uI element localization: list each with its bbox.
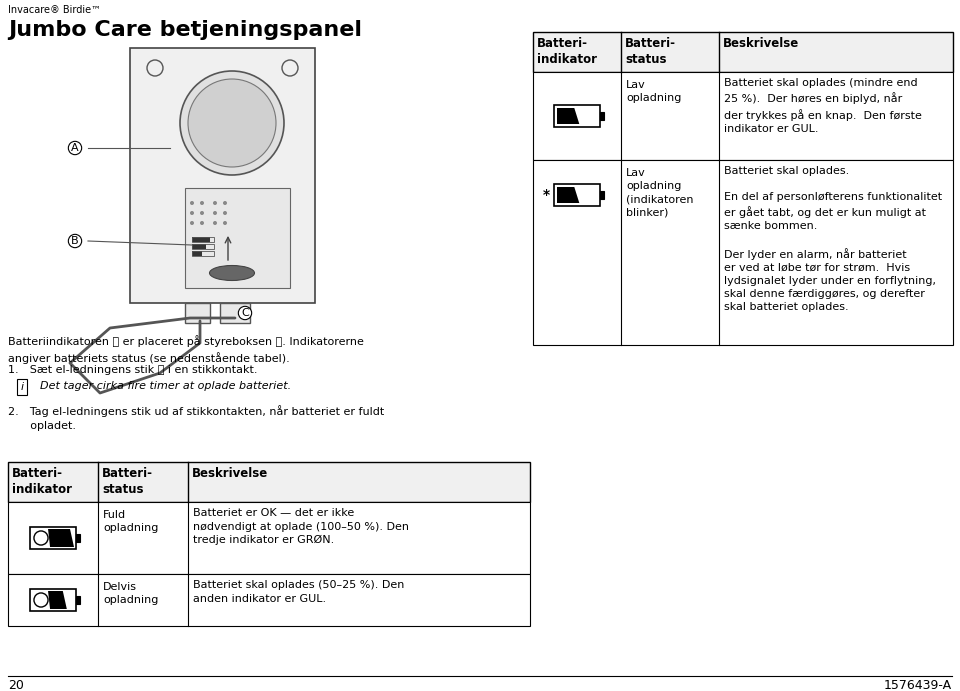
- Circle shape: [188, 79, 276, 167]
- Bar: [8, 462, 530, 502]
- Text: Fuld
opladning: Fuld opladning: [103, 510, 158, 533]
- Bar: [192, 237, 214, 242]
- Circle shape: [147, 60, 163, 76]
- Text: *: *: [542, 188, 549, 202]
- Text: Invacare® Birdie™: Invacare® Birdie™: [8, 5, 101, 15]
- Bar: [192, 244, 214, 249]
- Text: Delvis
opladning: Delvis opladning: [103, 582, 158, 605]
- Bar: [600, 112, 604, 120]
- Circle shape: [223, 201, 227, 205]
- Text: Lav
opladning
(indikatoren
blinker): Lav opladning (indikatoren blinker): [626, 168, 693, 218]
- Circle shape: [34, 531, 48, 545]
- Text: Jumbo Care betjeningspanel: Jumbo Care betjeningspanel: [8, 20, 362, 40]
- Text: Lav
opladning: Lav opladning: [626, 80, 682, 103]
- Text: Batteriet skal oplades (50–25 %). Den
anden indikator er GUL.: Batteriet skal oplades (50–25 %). Den an…: [193, 580, 404, 604]
- Text: Batteriet er OK — det er ikke
nødvendigt at oplade (100–50 %). Den
tredje indika: Batteriet er OK — det er ikke nødvendigt…: [193, 508, 409, 545]
- Bar: [185, 303, 210, 323]
- Circle shape: [282, 60, 298, 76]
- Bar: [192, 237, 210, 242]
- Text: Batteriet skal oplades (mindre end
25 %).  Der høres en biplyd, når
der trykkes : Batteriet skal oplades (mindre end 25 %)…: [724, 78, 922, 134]
- Bar: [533, 32, 953, 72]
- Circle shape: [34, 593, 48, 607]
- Bar: [192, 251, 202, 256]
- Text: Beskrivelse: Beskrivelse: [192, 467, 268, 480]
- Bar: [220, 303, 250, 323]
- Text: 1. Sæt el-ledningens stik Ⓒ i en stikkontakt.: 1. Sæt el-ledningens stik Ⓒ i en stikkon…: [8, 365, 257, 375]
- Text: Batteri-
indikator: Batteri- indikator: [537, 37, 597, 66]
- Text: 1576439-A: 1576439-A: [884, 679, 952, 691]
- Circle shape: [223, 211, 227, 215]
- Bar: [533, 72, 953, 160]
- Bar: [185, 188, 290, 288]
- Text: Beskrivelse: Beskrivelse: [723, 37, 800, 50]
- Circle shape: [200, 221, 204, 225]
- Bar: [8, 502, 530, 574]
- Polygon shape: [48, 591, 67, 609]
- Text: i: i: [20, 382, 24, 392]
- Bar: [30, 527, 76, 549]
- Bar: [8, 574, 530, 626]
- Ellipse shape: [209, 265, 254, 281]
- Bar: [130, 48, 315, 303]
- Text: Batteriet skal oplades.

En del af personløfterens funktionalitet
er gået tabt, : Batteriet skal oplades. En del af person…: [724, 166, 942, 312]
- Bar: [533, 160, 953, 345]
- Bar: [76, 533, 80, 542]
- Circle shape: [223, 221, 227, 225]
- Text: C: C: [241, 308, 249, 318]
- Bar: [192, 251, 214, 256]
- Bar: [600, 191, 604, 200]
- Circle shape: [213, 211, 217, 215]
- Bar: [192, 244, 206, 249]
- Circle shape: [190, 211, 194, 215]
- Text: B: B: [71, 236, 79, 246]
- Polygon shape: [557, 187, 579, 203]
- Circle shape: [200, 211, 204, 215]
- Polygon shape: [48, 529, 74, 547]
- Bar: [30, 589, 76, 611]
- Text: Batteriindikatoren Ⓑ er placeret på styreboksen Ⓐ. Indikatorerne
angiver batteri: Batteriindikatoren Ⓑ er placeret på styr…: [8, 335, 364, 363]
- Circle shape: [213, 201, 217, 205]
- Text: 20: 20: [8, 679, 24, 691]
- Text: Det tager cirka fire timer at oplade batteriet.: Det tager cirka fire timer at oplade bat…: [40, 381, 291, 391]
- Circle shape: [180, 71, 284, 175]
- Text: A: A: [71, 143, 79, 153]
- Bar: [554, 105, 600, 127]
- Text: 2. Tag el-ledningens stik ud af stikkontakten, når batteriet er fuldt
  opladet.: 2. Tag el-ledningens stik ud af stikkont…: [8, 405, 384, 431]
- Text: Batteri-
status: Batteri- status: [625, 37, 676, 66]
- Circle shape: [190, 221, 194, 225]
- Text: Batteri-
indikator: Batteri- indikator: [12, 467, 72, 496]
- Text: Batteri-
status: Batteri- status: [102, 467, 153, 496]
- Circle shape: [200, 201, 204, 205]
- Circle shape: [190, 201, 194, 205]
- Bar: [554, 184, 600, 206]
- Bar: [76, 596, 80, 605]
- Circle shape: [213, 221, 217, 225]
- Polygon shape: [557, 108, 579, 124]
